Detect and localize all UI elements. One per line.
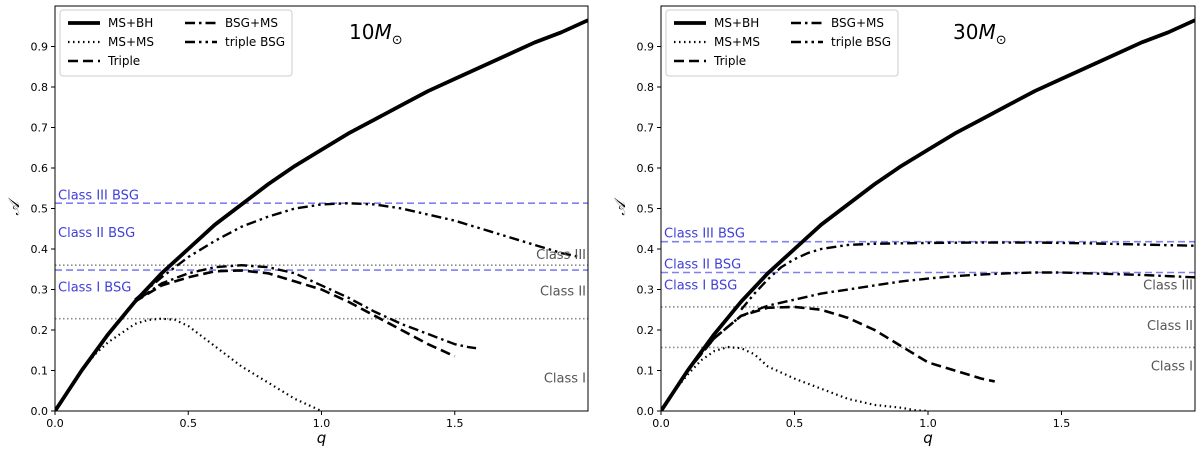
legend-label: BSG+MS: [831, 16, 884, 30]
y-tick-label: 0.7: [637, 122, 655, 135]
x-axis-label: q: [317, 429, 327, 447]
x-tick-label: 1.0: [919, 417, 937, 430]
legend-label: MS+BH: [108, 16, 153, 30]
y-tick-label: 0.3: [637, 284, 655, 297]
y-tick-label: 0.6: [31, 162, 49, 175]
bsg-class-label: Class II BSG: [58, 226, 135, 241]
x-tick-label: 0.5: [786, 417, 804, 430]
legend-label: triple BSG: [831, 35, 891, 49]
y-tick-label: 0.4: [637, 243, 655, 256]
series-line-triple: [661, 305, 996, 411]
series-group: [661, 18, 1195, 411]
x-tick-label: 0.0: [46, 417, 64, 430]
y-tick-label: 0.9: [31, 41, 49, 54]
y-tick-label: 0.5: [31, 203, 49, 216]
bsg-class-label: Class III BSG: [664, 227, 745, 242]
series-line-ms-bh: [661, 18, 1195, 411]
class-region-label: Class I: [1151, 360, 1193, 375]
mass-annotation: 30M⊙: [953, 20, 1007, 48]
bsg-class-label: Class I BSG: [58, 281, 131, 296]
y-tick-label: 0.1: [637, 365, 655, 378]
legend-label: Triple: [713, 54, 746, 68]
y-tick-label: 0.1: [31, 365, 49, 378]
y-axis-label: 𝒜: [5, 197, 23, 216]
series-group: [55, 18, 588, 411]
legend-box: [59, 9, 293, 77]
series-line-ms-bh: [55, 18, 588, 411]
y-tick-label: 0.6: [637, 162, 655, 175]
series-line-ms-ms: [661, 345, 929, 411]
y-tick-label: 0.0: [637, 405, 655, 418]
y-tick-label: 0.2: [31, 324, 49, 337]
x-tick-label: 1.0: [313, 417, 331, 430]
y-tick-label: 0.0: [31, 405, 49, 418]
class-region-label: Class III: [536, 248, 586, 263]
class-region-label: Class II: [1147, 319, 1193, 334]
class-region-label: Class III: [1143, 279, 1193, 294]
series-line-ms-ms: [55, 317, 322, 411]
y-tick-label: 0.4: [31, 243, 49, 256]
x-tick-label: 1.5: [446, 417, 464, 430]
y-tick-label: 0.5: [637, 203, 655, 216]
series-line-triple-bsg: [134, 202, 581, 301]
legend-box: [665, 9, 899, 77]
legend-label: Triple: [107, 54, 140, 68]
x-tick-label: 0.0: [652, 417, 670, 430]
series-line-triple: [55, 269, 456, 411]
series-line-bsg-ms: [661, 271, 1195, 411]
class-region-label: Class I: [544, 372, 586, 387]
legend-label: triple BSG: [225, 35, 285, 49]
legend-label: BSG+MS: [225, 16, 278, 30]
series-line-triple-bsg: [740, 241, 1195, 311]
x-tick-label: 1.5: [1053, 417, 1071, 430]
bsg-class-label: Class II BSG: [664, 257, 741, 272]
legend-label: MS+MS: [108, 35, 154, 49]
y-tick-label: 0.2: [637, 324, 655, 337]
x-tick-label: 0.5: [180, 417, 198, 430]
chart-panel-10msun: 0.0 0.5 1.0 1.5 0.0 0.1 0.2 0.3 0.4 0.5 0.6 0.7 0.8 0…: [5, 5, 589, 447]
chart-panel-30msun: 0.0 0.5 1.0 1.5 0.0 0.1 0.2 0.3 0.4 0.5 0.6 0.7 0.8 0…: [611, 5, 1196, 447]
x-axis-label: q: [923, 429, 933, 447]
y-tick-label: 0.3: [31, 284, 49, 297]
series-line-bsg-ms: [55, 264, 477, 411]
y-tick-label: 0.8: [637, 81, 655, 94]
legend-label: MS+BH: [714, 16, 759, 30]
y-tick-label: 0.8: [31, 81, 49, 94]
y-tick-label: 0.9: [637, 41, 655, 54]
y-axis-label: 𝒜: [611, 197, 629, 216]
y-tick-label: 0.7: [31, 122, 49, 135]
mass-annotation: 10M⊙: [349, 20, 403, 48]
legend-label: MS+MS: [714, 35, 760, 49]
class-region-label: Class II: [540, 285, 586, 300]
bsg-class-label: Class I BSG: [664, 279, 737, 294]
bsg-class-label: Class III BSG: [58, 189, 139, 204]
